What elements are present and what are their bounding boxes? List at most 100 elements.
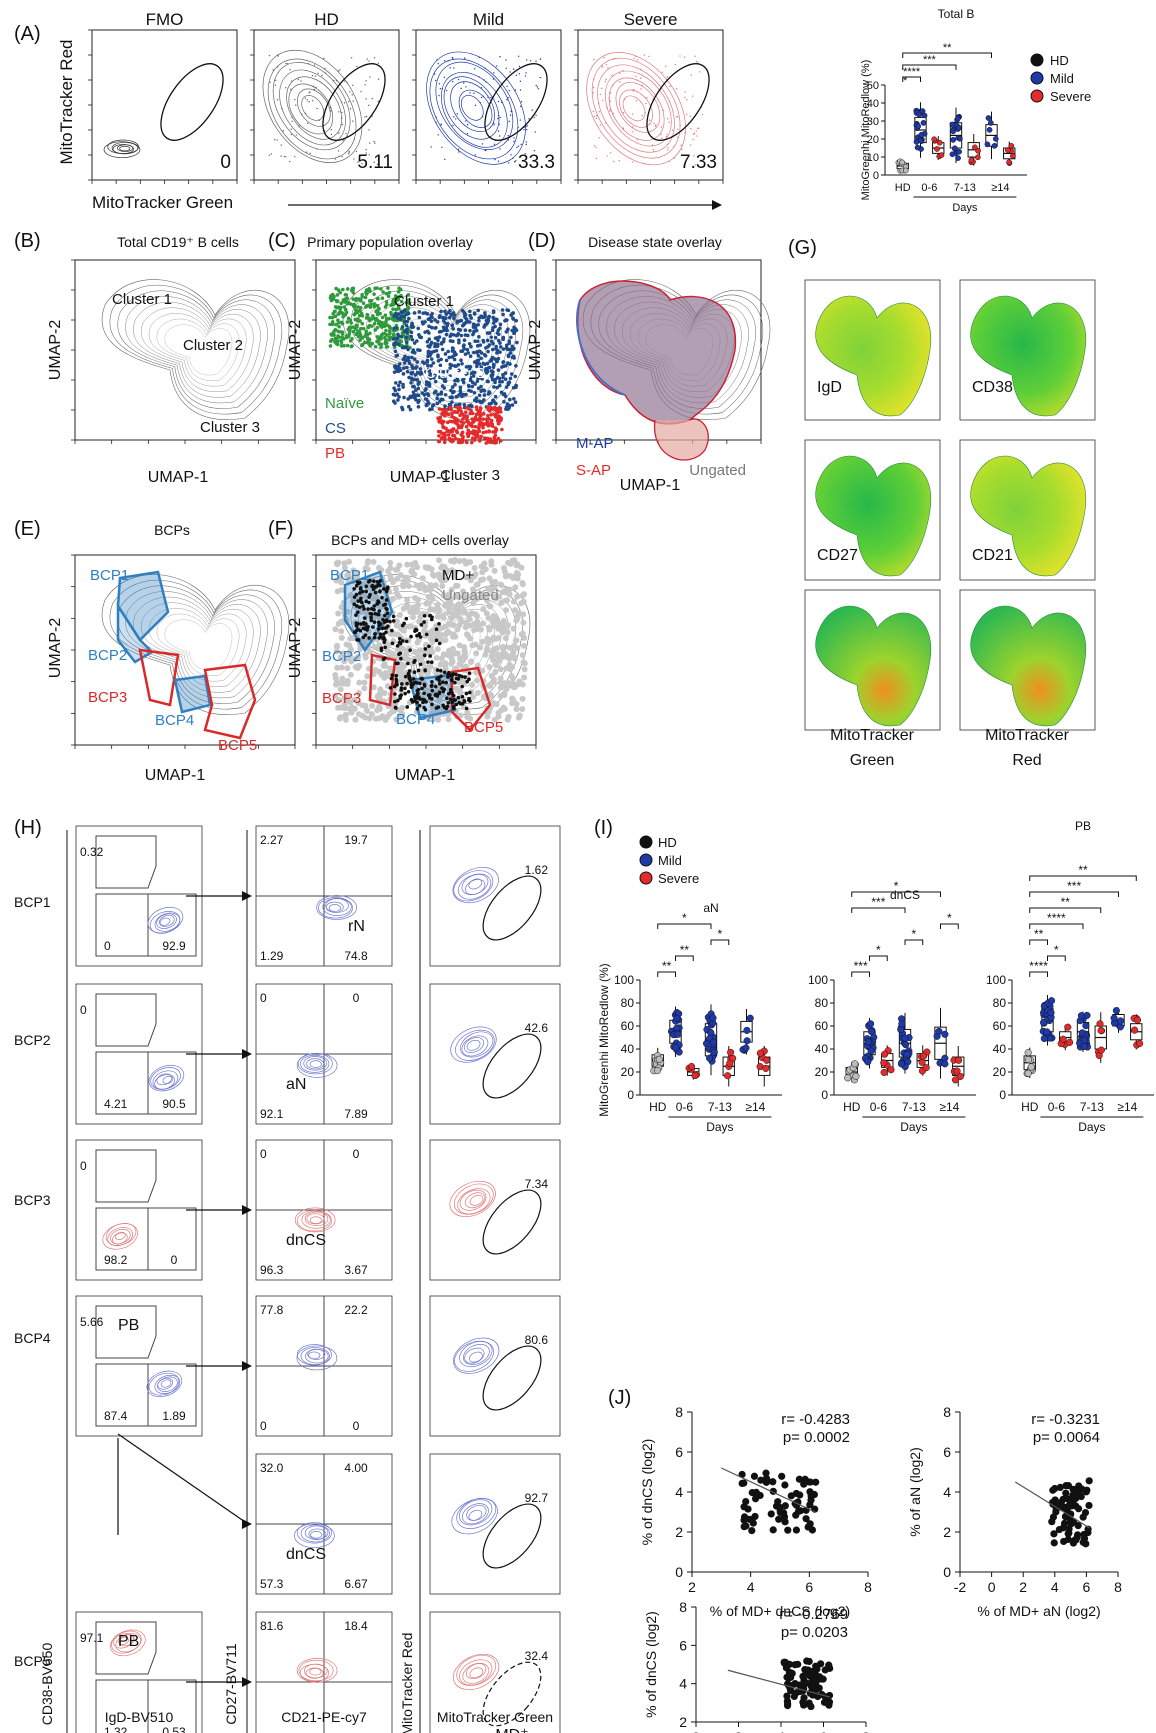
data-point bbox=[898, 1020, 906, 1028]
md-cell bbox=[368, 578, 372, 583]
cs-cell bbox=[429, 319, 434, 323]
ungated-cell bbox=[408, 568, 415, 575]
bcp-gate bbox=[173, 674, 212, 714]
cs-cell bbox=[394, 314, 399, 318]
significance-stars: ** bbox=[943, 42, 952, 54]
naive-cell bbox=[390, 302, 394, 307]
data-point bbox=[934, 146, 940, 152]
naive-cell bbox=[356, 305, 360, 309]
data-point bbox=[1096, 1020, 1104, 1028]
x-tick-label: 4 bbox=[747, 1579, 755, 1595]
cs-cell bbox=[436, 392, 440, 397]
population-event bbox=[640, 68, 642, 70]
ungated-cell bbox=[342, 712, 349, 719]
population-event bbox=[304, 112, 307, 115]
cs-cell bbox=[503, 377, 508, 382]
ungated-cell bbox=[481, 560, 488, 567]
ungated-cell bbox=[470, 591, 477, 598]
ungated-cell bbox=[503, 607, 510, 614]
ungated-cell bbox=[501, 680, 508, 687]
ungated-cell bbox=[486, 624, 493, 631]
md-cell bbox=[467, 677, 471, 682]
cluster-label: Cluster 1 bbox=[112, 291, 172, 308]
cs-cell bbox=[433, 379, 438, 384]
ungated-cell bbox=[436, 557, 443, 564]
population-event bbox=[368, 60, 370, 62]
scatter-point bbox=[791, 1661, 799, 1669]
population-event bbox=[592, 58, 595, 61]
naive-cell bbox=[376, 311, 381, 315]
cluster-label: Cluster 3 bbox=[200, 419, 260, 436]
cs-cell bbox=[412, 311, 417, 315]
population-event bbox=[518, 73, 520, 75]
population-event bbox=[604, 122, 607, 124]
y-axis-label: UMAP-2 bbox=[287, 618, 304, 679]
ungated-cell bbox=[335, 704, 342, 711]
pb-cell bbox=[481, 417, 485, 421]
md-cell bbox=[392, 684, 397, 689]
population-event bbox=[351, 94, 353, 96]
ungated-cell bbox=[441, 564, 448, 571]
ungated-cell bbox=[433, 654, 440, 661]
population-event bbox=[441, 88, 444, 90]
population-event bbox=[353, 138, 356, 140]
pb-cell bbox=[444, 426, 448, 431]
cs-cell bbox=[470, 371, 474, 375]
ungated-cell bbox=[500, 617, 507, 624]
data-point bbox=[881, 1050, 889, 1058]
md-cell bbox=[434, 684, 438, 689]
cs-cell bbox=[477, 399, 482, 404]
cs-cell bbox=[507, 380, 512, 385]
naive-cell bbox=[379, 325, 384, 329]
pb-cell bbox=[482, 412, 486, 416]
population-event bbox=[473, 92, 475, 94]
md-cell bbox=[418, 662, 423, 667]
naive-cell bbox=[396, 295, 400, 299]
cs-cell bbox=[427, 337, 432, 342]
cs-cell bbox=[400, 325, 405, 329]
legend-label: M-AP bbox=[576, 435, 614, 452]
md-cell bbox=[383, 645, 387, 650]
population-event bbox=[652, 148, 654, 151]
naive-cell bbox=[330, 320, 335, 324]
population-event bbox=[494, 158, 496, 161]
ungated-cell bbox=[502, 635, 509, 642]
pb-cell bbox=[450, 439, 454, 444]
cs-cell bbox=[453, 382, 457, 387]
md-cell bbox=[422, 691, 426, 696]
cs-cell bbox=[501, 337, 506, 342]
ungated-cell bbox=[337, 572, 344, 579]
population-event bbox=[535, 84, 537, 87]
cs-cell bbox=[468, 328, 472, 333]
naive-cell bbox=[365, 340, 369, 345]
population-event bbox=[677, 136, 679, 139]
ungated-cell bbox=[458, 618, 465, 625]
cs-cell bbox=[423, 388, 428, 393]
population-event bbox=[501, 101, 503, 103]
population-event bbox=[444, 60, 446, 62]
scatter-point bbox=[1073, 1486, 1082, 1494]
data-point bbox=[1040, 1019, 1048, 1027]
marker-label: CD27 bbox=[817, 547, 858, 564]
data-point bbox=[851, 1060, 859, 1068]
cs-cell bbox=[405, 340, 409, 345]
cs-cell bbox=[450, 400, 454, 404]
md-cell bbox=[420, 677, 425, 681]
cs-cell bbox=[401, 366, 406, 370]
ungated-cell bbox=[521, 642, 528, 649]
y-axis-label: MitoTracker Red bbox=[57, 39, 76, 164]
naive-cell bbox=[351, 286, 356, 291]
population-event bbox=[609, 109, 611, 111]
md-cell bbox=[424, 699, 428, 704]
population-event bbox=[283, 155, 285, 158]
population-event bbox=[667, 118, 669, 120]
population-event bbox=[601, 65, 603, 67]
cs-cell bbox=[399, 314, 403, 319]
cs-cell bbox=[412, 357, 417, 362]
x-axis-label: MitoTracker Green bbox=[92, 193, 233, 212]
cs-cell bbox=[452, 313, 457, 317]
population-event bbox=[601, 87, 603, 90]
cs-cell bbox=[405, 331, 410, 335]
scatter-point bbox=[1065, 1525, 1073, 1533]
data-point bbox=[1004, 147, 1011, 153]
